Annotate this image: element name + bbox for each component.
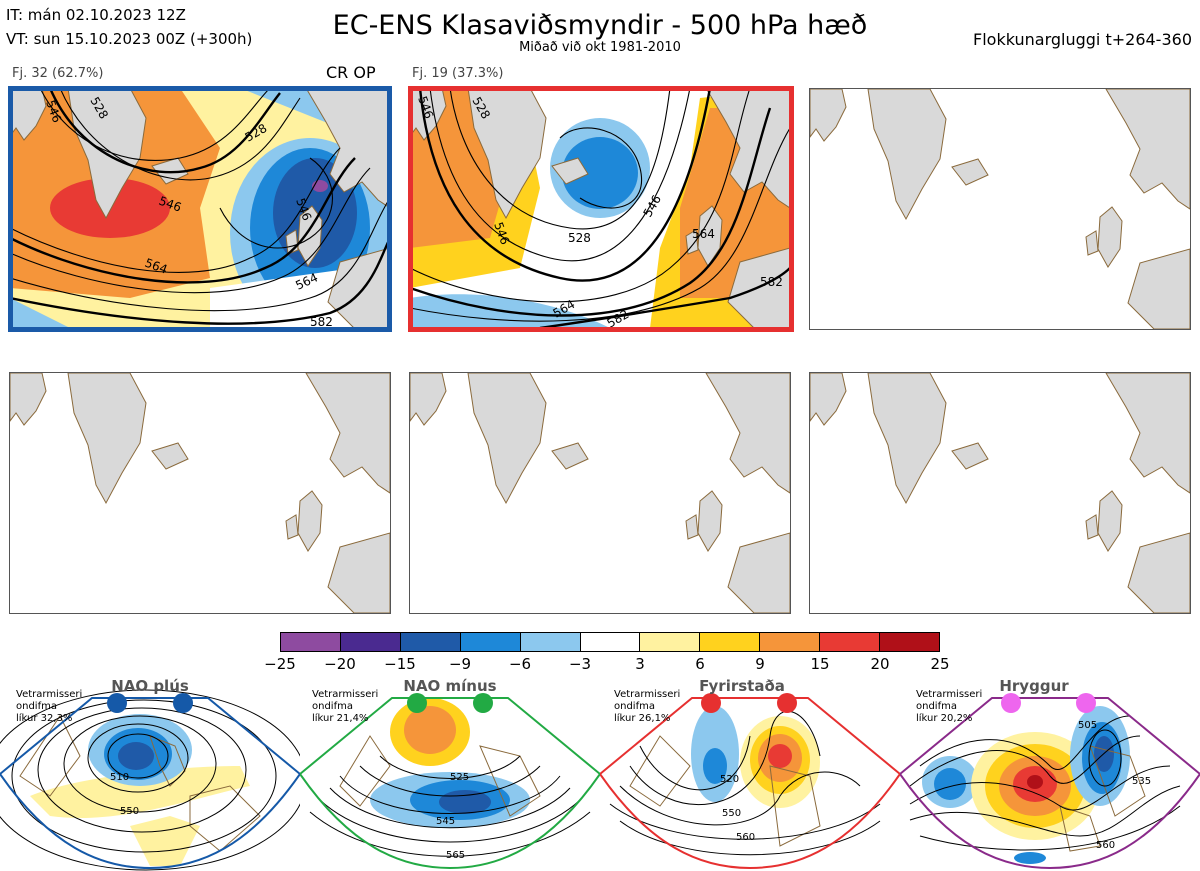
colorbar-tick: −3 [568, 655, 592, 673]
regime-1-name: NAO plús [111, 677, 189, 695]
regime-4-contour-label: 535 [1132, 776, 1151, 787]
cluster-window: Flokkunargluggi t+264-360 [973, 30, 1192, 49]
anomaly-colorbar [280, 632, 940, 652]
regime-4-info-line: ondifma [916, 701, 957, 712]
regime-nao-plus: 510 550 NAO plús Vetrarmisseri ondifma l… [0, 676, 300, 871]
regime-2-name: NAO mínus [403, 677, 497, 695]
regime-3-info: Vetrarmisseri ondifma líkur 26,1% [614, 689, 680, 725]
valid-time: VT: sun 15.10.2023 00Z (+300h) [6, 30, 253, 48]
regime-blocking: 520 550 560 Fyrirstaða Vetrarmisseri ond… [600, 676, 900, 871]
regime-1-info-line: líkur 32,3% [16, 713, 73, 724]
regime-2-dot [407, 693, 427, 713]
colorbar-swatch [340, 633, 401, 651]
colorbar-tick: 6 [695, 655, 705, 673]
colorbar-tick: 15 [810, 655, 830, 673]
colorbar-swatch [880, 633, 939, 651]
cluster-1-tag: CR OP [326, 63, 376, 82]
regime-1-dot [107, 693, 127, 713]
regime-3-contour-label: 550 [722, 808, 741, 819]
regime-4-info: Vetrarmisseri ondifma líkur 20,2% [916, 689, 982, 725]
page-title: EC-ENS Klasaviðsmyndir - 500 hPa hæð [332, 10, 868, 41]
regime-3-info-line: Vetrarmisseri [614, 689, 681, 700]
regime-3-name: Fyrirstaða [699, 677, 785, 695]
colorbar-tick: −25 [264, 655, 296, 673]
cluster-1-contour-label: 582 [310, 315, 333, 328]
colorbar-swatch [640, 633, 701, 651]
regime-3-contour-label: 520 [720, 774, 739, 785]
regime-2-info-line: Vetrarmisseri [312, 689, 379, 700]
regime-2-info-line: ondifma [312, 701, 353, 712]
colorbar-swatch [520, 633, 581, 651]
colorbar-swatch [760, 633, 821, 651]
regime-3-contour-label: 560 [736, 832, 755, 843]
empty-panel-6 [809, 372, 1191, 614]
colorbar-swatch [400, 633, 461, 651]
empty-panel-3 [809, 88, 1191, 330]
regime-4-contour-label: 560 [1096, 840, 1115, 851]
regime-4-dot [1001, 693, 1021, 713]
regime-3-dot [777, 693, 797, 713]
regime-4-contour-label: 505 [1078, 720, 1097, 731]
empty-panel-5 [409, 372, 791, 614]
regime-1-info: Vetrarmisseri ondifma líkur 32,3% [16, 689, 82, 725]
page-subtitle: Miðað við okt 1981-2010 [519, 40, 681, 55]
colorbar-tick: −6 [508, 655, 532, 673]
regime-3-dot [701, 693, 721, 713]
regime-4-info-line: Vetrarmisseri [916, 689, 983, 700]
colorbar-tick: −20 [324, 655, 356, 673]
regime-4-dot [1076, 693, 1096, 713]
colorbar-tick: 3 [635, 655, 645, 673]
regime-1-contour-label: 550 [120, 806, 139, 817]
regime-2-contour-label: 565 [446, 850, 465, 861]
cluster-1-label: Fj. 32 (62.7%) [12, 66, 104, 81]
empty-panel-4 [9, 372, 391, 614]
cluster-2-contour-label: 564 [692, 227, 715, 241]
colorbar-swatch [281, 633, 341, 651]
colorbar-swatch [820, 633, 881, 651]
cluster-2-map: 546 528 528 546 546 564 564 582 582 [410, 88, 790, 328]
regime-2-contour-label: 545 [436, 816, 455, 827]
cluster-1-map: 546 528 546 528 546 564 564 582 [10, 88, 390, 328]
colorbar-swatch [580, 633, 641, 651]
regime-4-name: Hryggur [999, 677, 1069, 695]
regime-1-dot [173, 693, 193, 713]
regime-ridge: 505 535 560 Hryggur Vetrarmisseri ondifm… [900, 676, 1200, 871]
regime-3-info-line: líkur 26,1% [614, 713, 671, 724]
colorbar-tick: −15 [384, 655, 416, 673]
colorbar-tick: 9 [755, 655, 765, 673]
regime-2-info-line: líkur 21,4% [312, 713, 369, 724]
colorbar-swatch [700, 633, 761, 651]
cluster-1-frame [8, 86, 392, 332]
regime-3-info-line: ondifma [614, 701, 655, 712]
regime-1-contour-label: 510 [110, 772, 129, 783]
issue-time: IT: mán 02.10.2023 12Z [6, 6, 186, 24]
regime-4-info-line: líkur 20,2% [916, 713, 973, 724]
regime-nao-minus: 525 545 565 NAO mínus Vetrarmisseri ondi… [300, 676, 600, 871]
regime-1-info-line: ondifma [16, 701, 57, 712]
cluster-2-frame [408, 86, 794, 332]
regime-1-info-line: Vetrarmisseri [16, 689, 83, 700]
cluster-2-contour-label: 582 [760, 275, 783, 289]
regime-2-contour-label: 525 [450, 772, 469, 783]
regime-2-dot [473, 693, 493, 713]
colorbar-tick: −9 [448, 655, 472, 673]
colorbar-tick: 20 [870, 655, 890, 673]
regime-2-info: Vetrarmisseri ondifma líkur 21,4% [312, 689, 378, 725]
cluster-2-contour-label: 528 [568, 231, 591, 245]
colorbar-tick: 25 [930, 655, 950, 673]
cluster-2-label: Fj. 19 (37.3%) [412, 66, 504, 81]
colorbar-swatch [460, 633, 521, 651]
